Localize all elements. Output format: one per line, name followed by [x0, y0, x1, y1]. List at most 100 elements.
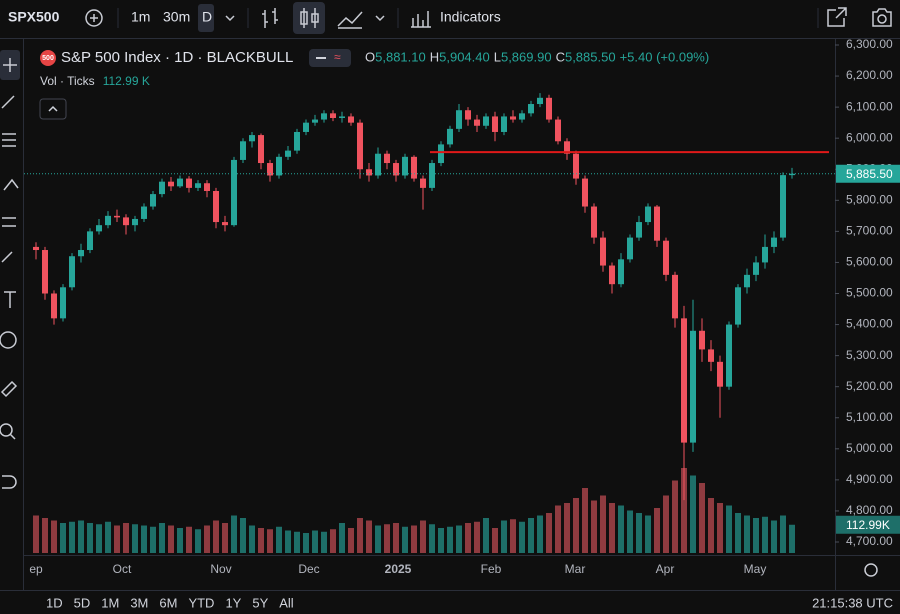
- volume-bar: [177, 528, 183, 553]
- camera-icon[interactable]: [872, 8, 892, 27]
- candle-body: [744, 274, 750, 288]
- candles-icon: [300, 8, 319, 28]
- volume-bar: [645, 515, 651, 553]
- settings-icon: [864, 563, 878, 577]
- volume-bar: [789, 524, 795, 553]
- camera-lens: [877, 14, 887, 24]
- candle-body: [753, 262, 759, 275]
- volume-bar: [285, 530, 291, 553]
- volume-bar: [600, 495, 606, 553]
- volume-bar: [690, 475, 696, 553]
- candle-body: [69, 256, 75, 288]
- indicators[interactable]: Indicators: [440, 9, 501, 25]
- candle-btn[interactable]: [293, 2, 325, 34]
- candle-body: [159, 181, 165, 195]
- volume-bar: [204, 525, 210, 553]
- candle-body: [42, 250, 48, 294]
- interval-dropdown[interactable]: [225, 15, 235, 22]
- volume-bar: [42, 518, 48, 553]
- candle-body: [681, 318, 687, 443]
- candle-body: [591, 206, 597, 238]
- candle-body: [717, 361, 723, 387]
- volume-bar: [402, 526, 408, 553]
- range-button[interactable]: YTD: [188, 595, 214, 610]
- bars-icon[interactable]: [262, 8, 278, 28]
- interval[interactable]: 1m: [131, 9, 150, 25]
- volume-bar: [213, 520, 219, 553]
- volume-bar: [591, 500, 597, 553]
- candle-body: [366, 169, 372, 176]
- time-label: Mar: [565, 562, 586, 576]
- candle-body: [789, 173, 795, 176]
- volume-bar: [483, 518, 489, 553]
- range-button[interactable]: 6M: [159, 595, 177, 610]
- indicators-icon: [411, 11, 431, 28]
- volume-bar: [312, 530, 318, 553]
- candle-body: [537, 97, 543, 105]
- candle-body: [78, 250, 84, 257]
- volume-title: Vol · Ticks: [40, 74, 95, 88]
- candle-body: [654, 206, 660, 241]
- volume-bar: [519, 521, 525, 553]
- volume-bar: [321, 531, 327, 553]
- interval[interactable]: D: [202, 9, 212, 25]
- candle-body: [555, 119, 561, 142]
- candle-body: [150, 194, 156, 207]
- candle-body: [213, 190, 219, 223]
- volume-bar: [708, 498, 714, 553]
- legend-key: L: [494, 49, 501, 64]
- time-label: ep: [29, 562, 43, 576]
- time-label: Nov: [210, 562, 231, 576]
- volume-bar: [609, 503, 615, 553]
- symbol[interactable]: SPX500: [8, 9, 60, 25]
- volume-bar: [249, 525, 255, 553]
- candle-body: [258, 135, 264, 164]
- volume-bar: [105, 521, 111, 553]
- volume-bar: [474, 521, 480, 553]
- candle-body: [285, 150, 291, 157]
- candle-body: [762, 246, 768, 263]
- candle-body: [51, 293, 57, 319]
- volume-bar: [393, 523, 399, 553]
- volume-bar: [69, 521, 75, 553]
- candle-body: [204, 183, 210, 191]
- interval[interactable]: 30m: [163, 9, 190, 25]
- candle-body: [510, 116, 516, 120]
- candle-body: [222, 222, 228, 226]
- range-button[interactable]: 1D: [46, 595, 63, 610]
- range-button[interactable]: All: [279, 595, 294, 610]
- legend-value: 5,881.10: [375, 49, 426, 64]
- chart-dropdown[interactable]: [375, 15, 385, 22]
- time-label: 2025: [385, 562, 412, 576]
- candle-body: [708, 349, 714, 362]
- volume-bar: [240, 518, 246, 553]
- range-button[interactable]: 3M: [130, 595, 148, 610]
- candle-body: [546, 97, 552, 120]
- price-label: 5,000.00: [846, 441, 893, 455]
- candle-body: [60, 287, 66, 319]
- candle-body: [573, 153, 579, 179]
- add-symbol[interactable]: [85, 9, 103, 27]
- volume-bar: [141, 525, 147, 553]
- range-button[interactable]: 5Y: [252, 595, 268, 610]
- volume-bar: [780, 515, 786, 553]
- volume-bar: [96, 524, 102, 553]
- share-icon[interactable]: [827, 7, 847, 27]
- volume-tag: [836, 515, 900, 534]
- candle-body: [609, 265, 615, 285]
- volume-bar: [564, 503, 570, 553]
- range-button[interactable]: 1M: [101, 595, 119, 610]
- volume-bar: [357, 518, 363, 553]
- volume-bar: [438, 528, 444, 553]
- candle-body: [384, 153, 390, 164]
- candle-body: [321, 113, 327, 120]
- volume-bar: [231, 515, 237, 553]
- candle-body: [348, 116, 354, 123]
- range-button[interactable]: 5D: [74, 595, 91, 610]
- area-icon[interactable]: [337, 11, 363, 29]
- volume-bar: [492, 528, 498, 553]
- candle-body: [636, 222, 642, 238]
- range-button[interactable]: 1Y: [225, 595, 241, 610]
- legend-value: 5,904.40: [439, 49, 490, 64]
